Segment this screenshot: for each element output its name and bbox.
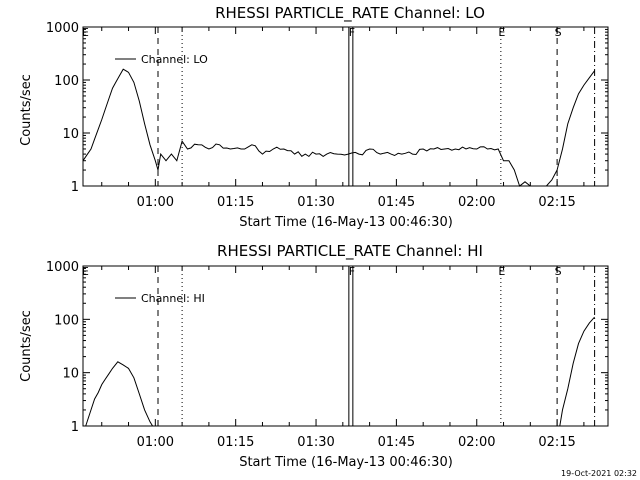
event-marker-label-lo: E [82,26,89,39]
series-line-lo [82,68,596,187]
legend-entry-lo: Channel: LO [141,53,208,66]
y-tick-label-lo: 1000 [46,21,79,36]
x-tick-label-hi: 02:00 [458,435,495,450]
x-axis-label-hi: Start Time (16-May-13 00:46:30) [239,455,453,470]
y-tick-label-hi: 1000 [46,260,79,275]
x-tick-label-lo: 02:15 [538,195,575,210]
y-tick-label-lo: 10 [62,127,79,142]
plot-area-lo: 1 10 100 1000 01:00 01:15 01:30 01:45 02:00 02:15… [46,21,609,210]
x-tick-label-hi: 02:15 [538,435,575,450]
x-tick-label-lo: 01:15 [217,195,254,210]
y-axis-label-lo: Counts/sec [19,74,34,146]
series-line-hi [85,316,595,427]
x-tick-label-hi: 01:30 [297,435,334,450]
x-tick-label-lo: 01:30 [297,195,334,210]
event-marker-label-hi: E [498,265,505,278]
x-tick-label-lo: 02:00 [458,195,495,210]
event-marker-label-lo: E [498,26,505,39]
y-tick-label-hi: 1 [71,420,79,435]
chart-hi: RHESSI PARTICLE_RATE Channel: HI Counts/… [19,242,609,470]
plot-area-hi: 1 10 100 1000 01:00 01:15 01:30 01:45 02:00 02:15… [46,260,609,450]
y-tick-label-hi: 100 [54,313,79,328]
event-marker-label-hi: E [82,265,89,278]
timestamp-label: 19-Oct-2021 02:32 [561,469,637,478]
y-tick-label-hi: 10 [62,367,79,382]
event-marker-label-lo: S [555,26,562,39]
event-marker-label-hi: F [349,265,355,278]
y-tick-label-lo: 1 [71,180,79,195]
y-axis-label-hi: Counts/sec [19,310,34,382]
legend-entry-hi: Channel: HI [141,292,205,305]
x-tick-label-hi: 01:00 [137,435,174,450]
x-tick-label-lo: 01:00 [137,195,174,210]
event-marker-label-hi: S [555,265,562,278]
x-tick-label-lo: 01:45 [378,195,415,210]
event-marker-label-lo: F [349,26,355,39]
x-tick-label-hi: 01:45 [378,435,415,450]
plot-frame-lo [82,26,609,187]
y-tick-label-lo: 100 [54,74,79,89]
x-axis-label-lo: Start Time (16-May-13 00:46:30) [239,215,453,230]
x-tick-label-hi: 01:15 [217,435,254,450]
chart-title-hi: RHESSI PARTICLE_RATE Channel: HI [217,242,483,261]
chart-title-lo: RHESSI PARTICLE_RATE Channel: LO [215,4,485,23]
chart-lo: RHESSI PARTICLE_RATE Channel: LO Counts/… [19,4,609,230]
